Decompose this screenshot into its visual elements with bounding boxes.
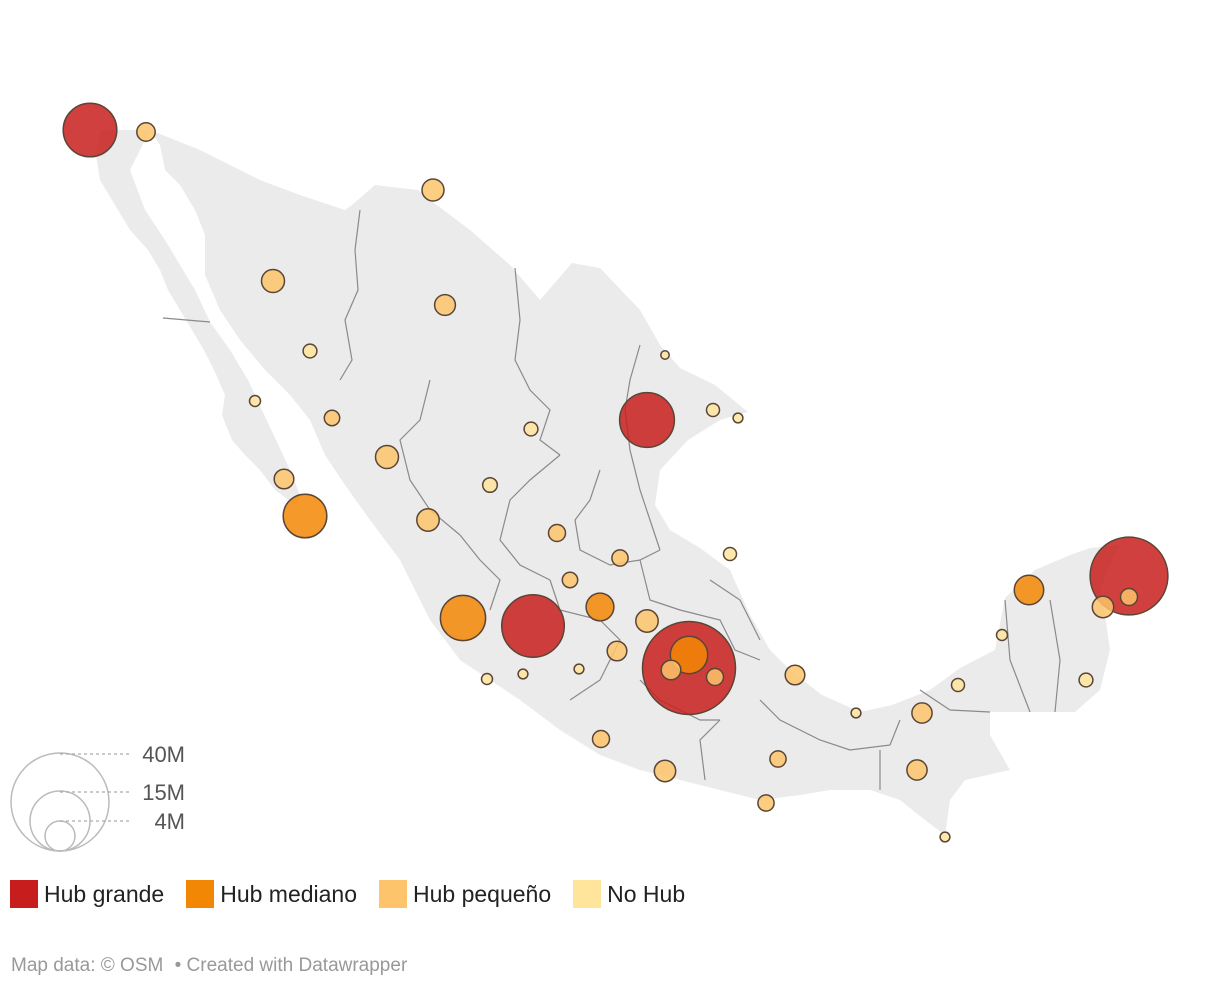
city-bubble-nohub[interactable] — [705, 402, 721, 418]
city-bubble-mediano[interactable] — [282, 493, 328, 539]
legend-item-hub-mediano: Hub mediano — [186, 880, 357, 908]
city-bubble-pequeno[interactable] — [606, 640, 628, 662]
city-bubble-pequeno[interactable] — [911, 702, 933, 724]
mexico-bubble-map: 40M 15M 4M — [10, 102, 1169, 852]
city-bubble-pequeno[interactable] — [653, 759, 677, 783]
city-bubble-pequeno[interactable] — [421, 178, 445, 202]
city-bubble-nohub[interactable] — [722, 546, 738, 562]
legend-item-hub-pequeno: Hub pequeño — [379, 880, 551, 908]
city-bubble-pequeno[interactable] — [136, 122, 156, 142]
city-bubble-nohub[interactable] — [302, 343, 318, 359]
city-bubble-pequeno[interactable] — [705, 667, 725, 687]
city-bubble-pequeno[interactable] — [611, 549, 629, 567]
city-bubble-pequeno[interactable] — [416, 508, 440, 532]
city-bubble-grande[interactable] — [500, 593, 566, 659]
city-bubble-grande[interactable] — [62, 102, 118, 158]
city-bubble-grande[interactable] — [618, 391, 676, 449]
mainland-mexico — [150, 130, 1120, 835]
city-bubble-nohub[interactable] — [732, 412, 744, 424]
city-bubble-nohub[interactable] — [939, 831, 951, 843]
city-bubble-pequeno[interactable] — [906, 759, 928, 781]
city-bubble-pequeno[interactable] — [660, 659, 682, 681]
city-bubble-pequeno[interactable] — [1119, 587, 1139, 607]
bubbles — [62, 102, 1169, 843]
city-bubble-nohub[interactable] — [573, 663, 585, 675]
city-bubble-pequeno[interactable] — [1091, 595, 1115, 619]
size-legend-circle-40m — [10, 752, 110, 852]
city-bubble-mediano[interactable] — [1013, 574, 1045, 606]
city-bubble-nohub[interactable] — [480, 672, 494, 686]
state-borders — [162, 209, 1061, 790]
city-bubble-pequeno[interactable] — [769, 750, 787, 768]
city-bubble-pequeno[interactable] — [374, 444, 400, 470]
city-bubble-pequeno[interactable] — [561, 571, 579, 589]
city-bubble-grande[interactable] — [1089, 536, 1169, 616]
city-bubble-nohub[interactable] — [850, 707, 862, 719]
city-bubble-nohub[interactable] — [995, 628, 1009, 642]
legend-label-hub-mediano: Hub mediano — [220, 880, 358, 907]
size-legend-label-40m: 40M — [142, 742, 185, 767]
footer-map-data: Map data: © OSM — [11, 955, 164, 976]
city-bubble-pequeno[interactable] — [547, 523, 567, 543]
legend-swatch-hub-mediano — [186, 880, 215, 908]
legend-label-no-hub: No Hub — [607, 880, 686, 907]
city-bubble-nohub[interactable] — [523, 421, 539, 437]
city-bubble-pequeno[interactable] — [635, 609, 659, 633]
city-bubble-nohub[interactable] — [248, 394, 262, 408]
city-bubble-pequeno[interactable] — [757, 794, 775, 812]
city-bubble-nohub[interactable] — [660, 350, 670, 360]
city-bubble-nohub[interactable] — [517, 668, 529, 680]
city-bubble-pequeno[interactable] — [323, 409, 341, 427]
city-bubble-mediano[interactable] — [439, 594, 487, 642]
legend-swatch-hub-pequeno — [379, 880, 408, 908]
land-shapes — [96, 130, 1120, 835]
city-bubble-nohub[interactable] — [481, 476, 499, 494]
city-bubble-pequeno[interactable] — [433, 293, 457, 317]
legend-label-hub-grande: Hub grande — [44, 880, 165, 907]
legend-item-hub-grande: Hub grande — [10, 880, 164, 908]
footer-created-with[interactable]: • Created with Datawrapper — [174, 955, 408, 976]
size-legend-circle-4m — [44, 820, 76, 852]
legend-swatch-no-hub — [573, 880, 602, 908]
city-bubble-pequeno[interactable] — [591, 729, 611, 749]
legend-swatch-hub-grande — [10, 880, 38, 908]
size-legend-label-15m: 15M — [142, 780, 185, 805]
legend-label-hub-pequeno: Hub pequeño — [413, 880, 552, 907]
city-bubble-pequeno[interactable] — [784, 664, 806, 686]
size-legend: 40M 15M 4M — [10, 742, 185, 852]
legend-item-no-hub: No Hub — [573, 880, 685, 908]
baja-california-peninsula — [96, 130, 300, 505]
city-bubble-pequeno[interactable] — [260, 268, 286, 294]
city-bubble-nohub[interactable] — [1078, 672, 1094, 688]
city-bubble-nohub[interactable] — [950, 677, 966, 693]
size-legend-label-4m: 4M — [154, 809, 185, 834]
city-bubble-pequeno[interactable] — [273, 468, 295, 490]
footer: Map data: © OSM • Created with Datawrapp… — [11, 955, 413, 977]
city-bubble-mediano[interactable] — [585, 592, 615, 622]
color-legend: Hub grande Hub mediano Hub pequeño No Hu… — [10, 880, 707, 908]
